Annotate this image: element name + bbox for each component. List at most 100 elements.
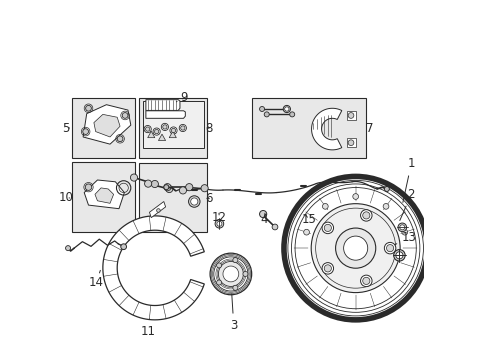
- Polygon shape: [145, 100, 180, 111]
- Circle shape: [144, 180, 151, 187]
- Circle shape: [223, 266, 238, 282]
- Circle shape: [163, 184, 171, 191]
- Circle shape: [271, 224, 277, 230]
- Circle shape: [347, 140, 353, 145]
- Circle shape: [384, 186, 388, 192]
- Circle shape: [210, 253, 251, 295]
- Text: 7: 7: [365, 122, 372, 135]
- Circle shape: [121, 244, 126, 249]
- Circle shape: [171, 129, 175, 133]
- Polygon shape: [84, 180, 124, 209]
- Circle shape: [85, 184, 92, 190]
- Circle shape: [259, 107, 264, 112]
- Circle shape: [343, 236, 367, 260]
- Text: 6: 6: [205, 192, 213, 205]
- Polygon shape: [311, 108, 341, 150]
- Circle shape: [401, 229, 407, 235]
- Text: 14: 14: [89, 270, 103, 289]
- Text: 12: 12: [211, 211, 226, 224]
- Text: 2: 2: [399, 188, 414, 220]
- Circle shape: [310, 204, 399, 293]
- Circle shape: [243, 271, 247, 276]
- Circle shape: [360, 275, 371, 287]
- Polygon shape: [83, 105, 131, 144]
- Polygon shape: [147, 131, 155, 138]
- Polygon shape: [158, 134, 165, 140]
- Circle shape: [144, 126, 151, 133]
- Circle shape: [188, 196, 200, 207]
- Circle shape: [285, 107, 289, 112]
- Circle shape: [395, 252, 402, 259]
- Circle shape: [130, 174, 137, 181]
- Circle shape: [386, 244, 393, 252]
- Circle shape: [360, 210, 371, 221]
- Polygon shape: [95, 188, 113, 203]
- Polygon shape: [94, 114, 120, 137]
- Circle shape: [232, 258, 237, 262]
- Circle shape: [216, 263, 221, 268]
- Circle shape: [156, 209, 160, 212]
- Circle shape: [180, 126, 184, 130]
- Circle shape: [232, 285, 237, 290]
- Bar: [251, 98, 366, 158]
- Circle shape: [284, 176, 427, 320]
- Circle shape: [322, 222, 333, 234]
- Circle shape: [259, 211, 266, 218]
- Circle shape: [163, 125, 167, 129]
- Polygon shape: [102, 216, 204, 320]
- Circle shape: [283, 105, 290, 113]
- Circle shape: [161, 123, 168, 131]
- Circle shape: [85, 105, 91, 111]
- Circle shape: [65, 246, 70, 251]
- Circle shape: [154, 130, 159, 134]
- Bar: [72, 162, 135, 232]
- Circle shape: [352, 194, 358, 199]
- Circle shape: [324, 224, 331, 231]
- Circle shape: [122, 113, 128, 118]
- Polygon shape: [149, 202, 165, 218]
- Text: 4: 4: [260, 213, 267, 226]
- Text: 13: 13: [394, 231, 416, 244]
- Circle shape: [165, 185, 173, 193]
- Text: 15: 15: [301, 213, 316, 226]
- Bar: [139, 98, 206, 158]
- Circle shape: [163, 185, 168, 190]
- Bar: [139, 163, 206, 232]
- Circle shape: [179, 125, 186, 132]
- Bar: [346, 111, 355, 120]
- Circle shape: [384, 242, 395, 254]
- Circle shape: [153, 128, 160, 135]
- Circle shape: [324, 265, 331, 272]
- Circle shape: [185, 184, 192, 191]
- Circle shape: [284, 107, 288, 111]
- Bar: [143, 101, 204, 148]
- Circle shape: [303, 229, 309, 235]
- Bar: [346, 138, 355, 147]
- Circle shape: [322, 203, 327, 209]
- Circle shape: [179, 187, 186, 194]
- Text: 5: 5: [62, 122, 70, 135]
- Circle shape: [347, 113, 353, 118]
- Circle shape: [151, 180, 158, 188]
- Bar: [72, 98, 135, 158]
- Circle shape: [217, 221, 222, 226]
- Circle shape: [218, 261, 243, 287]
- Text: 1: 1: [402, 157, 414, 202]
- Text: 3: 3: [229, 294, 237, 332]
- Circle shape: [393, 249, 405, 261]
- Circle shape: [82, 129, 88, 134]
- Text: 9: 9: [176, 91, 187, 104]
- Circle shape: [201, 185, 208, 192]
- Circle shape: [169, 127, 177, 134]
- Circle shape: [362, 212, 369, 219]
- Circle shape: [264, 112, 269, 117]
- Circle shape: [145, 127, 149, 131]
- Circle shape: [399, 225, 404, 230]
- Circle shape: [383, 203, 388, 209]
- Circle shape: [362, 277, 369, 284]
- Circle shape: [289, 112, 294, 117]
- Circle shape: [397, 223, 406, 231]
- Circle shape: [117, 136, 122, 141]
- Text: 10: 10: [59, 192, 74, 204]
- Polygon shape: [169, 131, 176, 138]
